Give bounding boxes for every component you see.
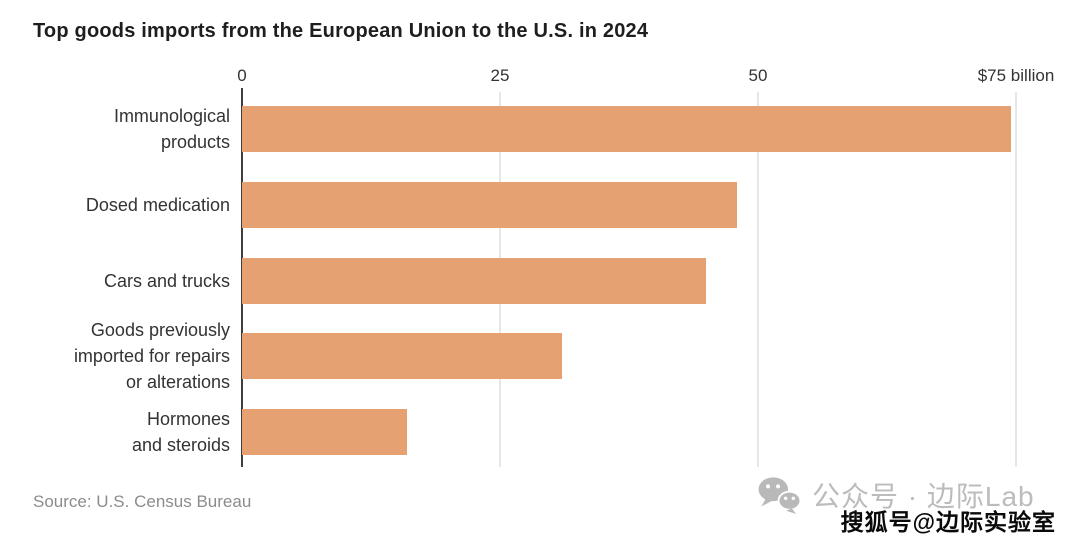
x-tick-label-75: $75 billion [977, 66, 1055, 85]
chart-title: Top goods imports from the European Unio… [33, 20, 649, 42]
gridline-75 [1015, 92, 1017, 467]
sohu-watermark: 搜狐号@边际实验室 [840, 509, 1056, 535]
wechat-watermark-label: 公众号 · 边际Lab [812, 481, 1035, 512]
x-tick-label-25: 25 [490, 66, 510, 85]
bar-label-2: Dosed medication [85, 194, 230, 215]
x-tick-label-0: 0 [237, 66, 247, 85]
bar-5 [242, 409, 408, 455]
wechat-watermark: 公众号 · 边际Lab [756, 475, 1035, 515]
x-tick-label-50: 50 [748, 66, 768, 85]
bar-4 [242, 333, 562, 380]
bar-label-1: Immunological products [113, 106, 230, 152]
bar-3 [242, 257, 707, 304]
bar-1 [242, 106, 1011, 152]
source-note: Source: U.S. Census Bureau [33, 492, 252, 511]
bar-label-5: Hormones and steroids [131, 409, 230, 455]
bar-2 [242, 181, 738, 228]
gridline-50 [757, 92, 759, 467]
wechat-icon [758, 477, 802, 515]
bar-label-3: Cars and trucks [103, 270, 230, 291]
bar-label-4: Goods previously imported for repairs or a… [73, 320, 230, 393]
